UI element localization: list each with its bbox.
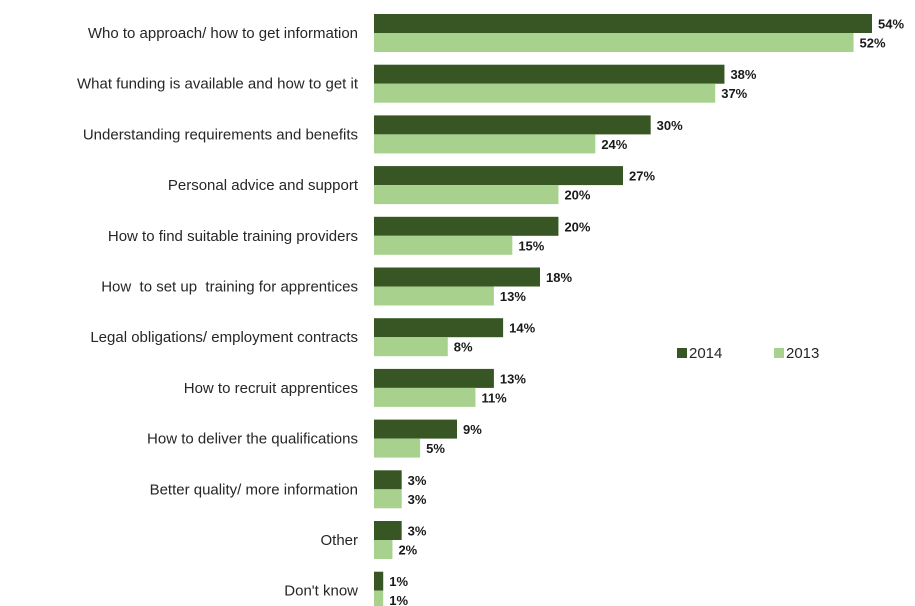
legend-swatch-2014	[677, 348, 687, 358]
value-label-2013: 8%	[454, 340, 473, 355]
value-label-2014: 54%	[878, 17, 904, 32]
bar-2013	[374, 337, 448, 357]
bar-2014	[374, 216, 559, 236]
category-label: How to deliver the qualifications	[147, 431, 358, 448]
category-label: Personal advice and support	[168, 177, 359, 194]
bar-2014	[374, 166, 623, 186]
bar-2013	[374, 235, 513, 255]
value-label-2013: 15%	[518, 238, 544, 253]
category-label: Better quality/ more information	[150, 481, 358, 498]
bar-2013	[374, 185, 559, 205]
value-label-2014: 30%	[657, 118, 683, 133]
value-label-2014: 18%	[546, 270, 572, 285]
value-label-2014: 13%	[500, 371, 526, 386]
value-label-2014: 38%	[730, 67, 756, 82]
category-label: How to set up training for apprentices	[101, 279, 358, 296]
value-label-2014: 14%	[509, 321, 535, 336]
bar-2014	[374, 267, 540, 287]
bar-2013	[374, 33, 854, 52]
value-label-2013: 5%	[426, 441, 445, 456]
category-label: Legal obligations/ employment contracts	[90, 329, 358, 346]
value-label-2013: 20%	[564, 188, 590, 203]
bar-2014	[374, 368, 494, 388]
bar-2013	[374, 489, 402, 509]
value-label-2013: 52%	[860, 36, 886, 51]
value-label-2014: 3%	[408, 473, 427, 488]
bar-2014	[374, 470, 402, 490]
bar-2013	[374, 134, 596, 154]
legend-swatch-2013	[774, 348, 784, 358]
value-label-2014: 3%	[408, 524, 427, 539]
value-label-2014: 9%	[463, 422, 482, 437]
legend-label-2013: 2013	[786, 345, 819, 362]
bar-2013	[374, 387, 476, 407]
value-label-2013: 13%	[500, 289, 526, 304]
value-label-2013: 37%	[721, 86, 747, 101]
legend: 2014 2013	[677, 345, 819, 362]
value-labels: 54% 52% 38% 37% 30% 24% 27% 20% 20% 15% 18% 13% 14% 8…	[389, 17, 904, 606]
value-label-2013: 2%	[398, 543, 417, 558]
value-label-2013: 1%	[389, 593, 408, 606]
category-label: How to recruit apprentices	[184, 380, 358, 397]
value-label-2014: 27%	[629, 169, 655, 184]
bar-2014	[374, 419, 457, 439]
value-label-2013: 3%	[408, 492, 427, 507]
bar-2013	[374, 438, 421, 458]
category-label: How to find suitable training providers	[108, 228, 358, 245]
bar-2013	[374, 590, 384, 606]
bar-2014	[374, 571, 384, 591]
value-label-2014: 20%	[564, 219, 590, 234]
category-label: Other	[320, 532, 358, 549]
category-label: Don't know	[284, 583, 358, 600]
legend-label-2014: 2014	[689, 345, 722, 362]
bar-2014	[374, 14, 872, 33]
bars-layer	[374, 14, 872, 606]
bar-2014	[374, 318, 504, 338]
value-label-2014: 1%	[389, 574, 408, 589]
value-label-2013: 11%	[481, 390, 507, 405]
category-label: What funding is available and how to get…	[77, 76, 359, 93]
category-labels: Who to approach/ how to get information W…	[77, 25, 359, 600]
bar-2013	[374, 83, 716, 103]
category-label: Who to approach/ how to get information	[88, 25, 358, 42]
bar-2013	[374, 286, 494, 306]
bar-2014	[374, 64, 725, 84]
category-label: Understanding requirements and benefits	[83, 126, 358, 143]
bar-2013	[374, 540, 393, 559]
bar-2014	[374, 115, 651, 135]
bar-2014	[374, 521, 402, 540]
value-label-2013: 24%	[601, 137, 627, 152]
